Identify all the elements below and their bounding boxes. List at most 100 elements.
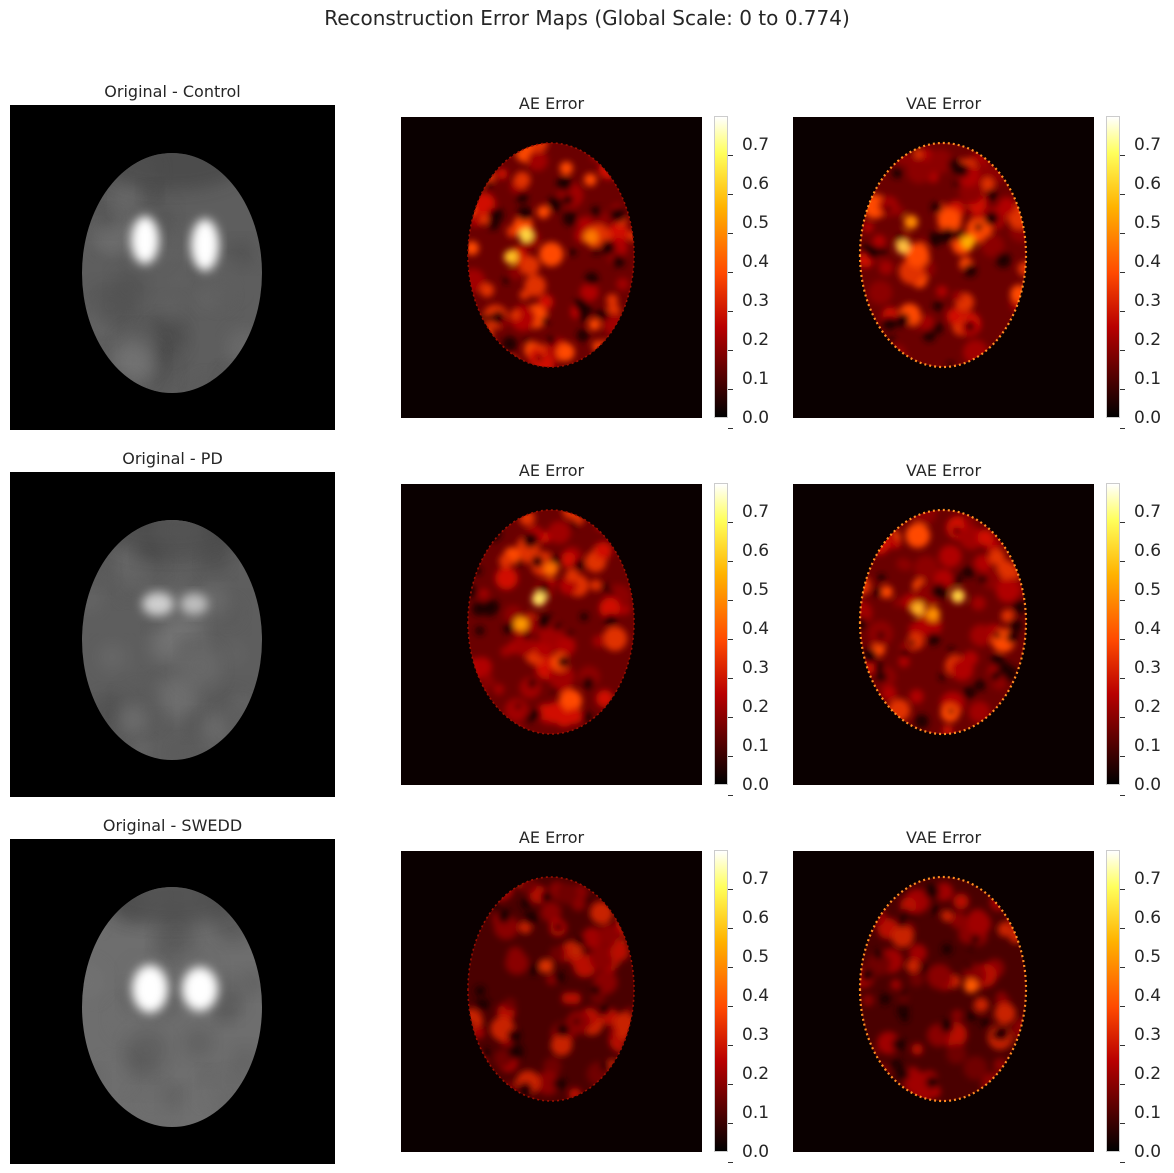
vae-error-heatmap-swedd: [793, 851, 1094, 1152]
colorbar-tick-label: 0.4: [728, 986, 769, 1016]
colorbar-tick-label: 0.3: [728, 658, 769, 688]
colorbar-tick-label: 0.6: [1120, 908, 1161, 938]
colorbar-tick-label: 0.7: [1120, 502, 1161, 532]
colorbar-tick-label: 0.1: [1120, 736, 1161, 766]
brain-rim: [467, 509, 635, 735]
colorbar-tick-label: 0.3: [728, 291, 769, 321]
colorbar-tick-label: 0.1: [728, 1103, 769, 1133]
error-hotspot: [961, 235, 975, 249]
right-striatum-hotspot: [180, 593, 208, 615]
colorbar-tick-label: 0.1: [1120, 1103, 1161, 1133]
colorbar-tick-label: 0.3: [1120, 291, 1161, 321]
right-striatum-hotspot: [182, 967, 218, 1011]
error-hotspot: [896, 240, 910, 254]
colorbar-tick-label: 0.3: [728, 1025, 769, 1055]
colorbar-gradient: [714, 850, 728, 1152]
error-hotspot: [544, 562, 558, 576]
colorbar-tick-label: 0.5: [728, 580, 769, 610]
colorbar-gradient: [1106, 850, 1120, 1152]
error-hotspot: [514, 617, 528, 631]
colorbar-tick-label: 0.2: [728, 330, 769, 360]
colorbar-gradient: [1106, 116, 1120, 418]
left-striatum-hotspot: [131, 216, 159, 264]
colorbar-tick-label: 0.5: [728, 947, 769, 977]
colorbar-tick-label: 0.2: [1120, 697, 1161, 727]
colorbar-tick-label: 0.0: [728, 408, 769, 438]
ae-error-heatmap-pd: [401, 484, 702, 785]
panel-title: AE Error: [518, 461, 585, 480]
colorbar: 0.0 0.1 0.2 0.3 0.4 0.5 0.6 0.7: [1106, 850, 1166, 1163]
colorbar-tick-label: 0.2: [728, 697, 769, 727]
brain-rim: [467, 142, 635, 368]
colorbar-tick-label: 0.7: [728, 869, 769, 899]
error-hotspot: [964, 979, 978, 993]
colorbar-tick-label: 0.6: [728, 541, 769, 571]
colorbar-tick-label: 0.3: [1120, 658, 1161, 688]
colorbar-tick-label: 0.1: [1120, 369, 1161, 399]
error-hotspot: [951, 589, 965, 603]
error-hotspot: [539, 959, 553, 973]
colorbar-gradient: [714, 116, 728, 418]
figure-title: Reconstruction Error Maps (Global Scale:…: [324, 6, 850, 30]
vae-error-heatmap-pd: [793, 484, 1094, 785]
colorbar-tick-label: 0.0: [1120, 408, 1161, 438]
colorbar-tick-label: 0.4: [728, 619, 769, 649]
colorbar-tick-label: 0.2: [1120, 330, 1161, 360]
panel-title: AE Error: [518, 94, 585, 113]
colorbar: 0.0 0.1 0.2 0.3 0.4 0.5 0.6 0.7: [714, 116, 774, 429]
error-hotspot: [504, 250, 518, 264]
panel-title: Original - SWEDD: [102, 816, 243, 835]
ae-error-heatmap-swedd: [401, 851, 702, 1152]
colorbar-tick-label: 0.4: [1120, 986, 1161, 1016]
colorbar-tick-label: 0.4: [728, 252, 769, 282]
colorbar-tick-label: 0.5: [1120, 947, 1161, 977]
brain-rim: [858, 141, 1028, 369]
panel-title: VAE Error: [905, 94, 982, 113]
panel-title: AE Error: [518, 828, 585, 847]
colorbar-tick-label: 0.7: [1120, 135, 1161, 165]
colorbar-tick-label: 0.3: [1120, 1025, 1161, 1055]
brain-rim: [467, 876, 635, 1102]
left-striatum-hotspot: [142, 592, 174, 616]
error-hotspot: [584, 230, 598, 244]
colorbar-tick-label: 0.6: [728, 908, 769, 938]
colorbar-tick-label: 0.0: [1120, 775, 1161, 805]
colorbar-tick-label: 0.7: [728, 135, 769, 165]
colorbar-tick-label: 0.4: [1120, 252, 1161, 282]
colorbar-tick-label: 0.5: [728, 213, 769, 243]
colorbar-gradient: [714, 483, 728, 785]
error-hotspot: [904, 215, 918, 229]
colorbar-tick-label: 0.7: [1120, 869, 1161, 899]
vae-error-heatmap-control: [793, 117, 1094, 418]
colorbar-tick-label: 0.0: [1120, 1142, 1161, 1172]
error-hotspot: [906, 959, 920, 973]
panel-title: VAE Error: [905, 828, 982, 847]
colorbar: 0.0 0.1 0.2 0.3 0.4 0.5 0.6 0.7: [714, 483, 774, 796]
colorbar-tick-label: 0.1: [728, 736, 769, 766]
colorbar: 0.0 0.1 0.2 0.3 0.4 0.5 0.6 0.7: [714, 850, 774, 1163]
colorbar-tick-label: 0.0: [728, 1142, 769, 1172]
original-image-swedd: [10, 839, 335, 1164]
colorbar-tick-label: 0.2: [728, 1064, 769, 1094]
error-hotspot: [532, 592, 546, 606]
original-image-pd: [10, 472, 335, 797]
error-hotspot: [519, 228, 533, 242]
error-hotspot: [926, 607, 940, 621]
error-blobs: [860, 510, 1026, 734]
ae-error-heatmap-control: [401, 117, 702, 418]
colorbar-gradient: [1106, 483, 1120, 785]
colorbar-tick-label: 0.6: [1120, 174, 1161, 204]
colorbar-tick-label: 0.6: [728, 174, 769, 204]
colorbar-tick-label: 0.4: [1120, 619, 1161, 649]
colorbar: 0.0 0.1 0.2 0.3 0.4 0.5 0.6 0.7: [1106, 116, 1166, 429]
colorbar-tick-label: 0.2: [1120, 1064, 1161, 1094]
colorbar-tick-label: 0.1: [728, 369, 769, 399]
colorbar-tick-label: 0.0: [728, 775, 769, 805]
right-striatum-hotspot: [191, 219, 219, 271]
colorbar: 0.0 0.1 0.2 0.3 0.4 0.5 0.6 0.7: [1106, 483, 1166, 796]
original-image-control: [10, 105, 335, 430]
error-hotspot: [911, 602, 925, 616]
left-striatum-hotspot: [132, 965, 168, 1013]
panel-title: Original - PD: [122, 449, 223, 468]
panel-title: Original - Control: [104, 82, 241, 101]
